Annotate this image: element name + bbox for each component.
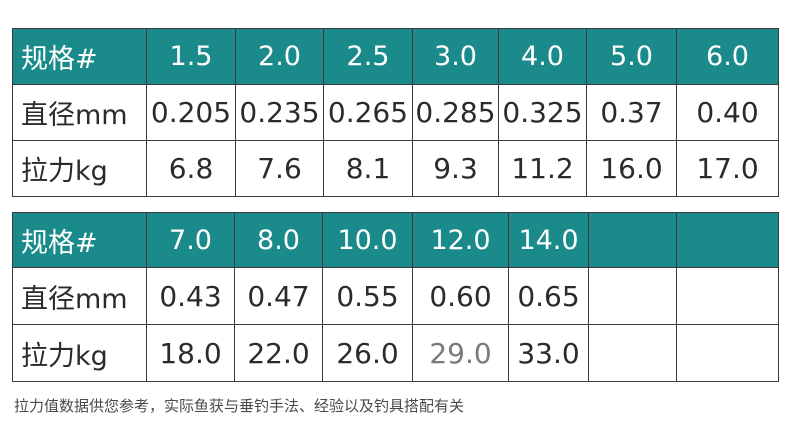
size-cell: 1.5 xyxy=(146,28,236,85)
diameter-cell: 0.40 xyxy=(676,84,779,141)
empty-cell xyxy=(676,267,779,325)
tension-cell: 16.0 xyxy=(586,140,677,197)
tension-cell: 17.0 xyxy=(676,140,779,197)
diameter-cell: 0.325 xyxy=(498,84,587,141)
tension-label: 拉力kg xyxy=(12,140,147,197)
size-cell: 6.0 xyxy=(676,28,779,85)
empty-cell xyxy=(588,267,677,325)
tension-cell: 7.6 xyxy=(235,140,324,197)
diameter-cell: 0.265 xyxy=(323,84,413,141)
tension-cell: 9.3 xyxy=(412,140,499,197)
tension-cell: 6.8 xyxy=(146,140,236,197)
empty-cell xyxy=(676,212,779,268)
diameter-label: 直径mm xyxy=(12,267,147,325)
size-cell: 4.0 xyxy=(498,28,587,85)
footnote: 拉力值数据供您参考，实际鱼获与垂钓手法、经验以及钓具搭配有关 xyxy=(14,397,465,415)
diameter-cell: 0.285 xyxy=(412,84,499,141)
size-cell: 7.0 xyxy=(146,212,235,268)
diameter-cell: 0.205 xyxy=(146,84,236,141)
size-cell: 3.0 xyxy=(412,28,499,85)
spec-table-1: 规格# 1.5 2.0 2.5 3.0 4.0 5.0 6.0 直径mm 0.2… xyxy=(12,28,779,197)
tension-cell: 8.1 xyxy=(323,140,413,197)
tension-cell: 22.0 xyxy=(234,324,323,382)
size-header-label: 规格# xyxy=(12,212,147,268)
diameter-cell: 0.43 xyxy=(146,267,235,325)
tension-row: 拉力kg 6.8 7.6 8.1 9.3 11.2 16.0 17.0 xyxy=(12,140,779,197)
diameter-cell: 0.55 xyxy=(322,267,413,325)
size-cell: 8.0 xyxy=(234,212,323,268)
size-header-label: 规格# xyxy=(12,28,147,85)
tension-cell: 33.0 xyxy=(508,324,589,382)
diameter-cell: 0.235 xyxy=(235,84,324,141)
spec-table-2: 规格# 7.0 8.0 10.0 12.0 14.0 直径mm 0.43 0.4… xyxy=(12,212,779,382)
tension-cell: 18.0 xyxy=(146,324,235,382)
diameter-cell: 0.65 xyxy=(508,267,589,325)
size-cell: 12.0 xyxy=(412,212,509,268)
size-cell: 14.0 xyxy=(508,212,589,268)
diameter-row: 直径mm 0.205 0.235 0.265 0.285 0.325 0.37 … xyxy=(12,84,779,141)
empty-cell xyxy=(676,324,779,382)
tension-cell: 29.0 xyxy=(412,324,509,382)
size-cell: 5.0 xyxy=(586,28,677,85)
size-cell: 2.5 xyxy=(323,28,413,85)
tension-cell: 26.0 xyxy=(322,324,413,382)
tension-row: 拉力kg 18.0 22.0 26.0 29.0 33.0 xyxy=(12,324,779,382)
diameter-label: 直径mm xyxy=(12,84,147,141)
diameter-cell: 0.37 xyxy=(586,84,677,141)
size-cell: 2.0 xyxy=(235,28,324,85)
diameter-row: 直径mm 0.43 0.47 0.55 0.60 0.65 xyxy=(12,267,779,325)
diameter-cell: 0.60 xyxy=(412,267,509,325)
diameter-cell: 0.47 xyxy=(234,267,323,325)
empty-cell xyxy=(588,324,677,382)
empty-cell xyxy=(588,212,677,268)
size-cell: 10.0 xyxy=(322,212,413,268)
header-row: 规格# 1.5 2.0 2.5 3.0 4.0 5.0 6.0 xyxy=(12,28,779,85)
tension-label: 拉力kg xyxy=(12,324,147,382)
tension-cell: 11.2 xyxy=(498,140,587,197)
header-row: 规格# 7.0 8.0 10.0 12.0 14.0 xyxy=(12,212,779,268)
